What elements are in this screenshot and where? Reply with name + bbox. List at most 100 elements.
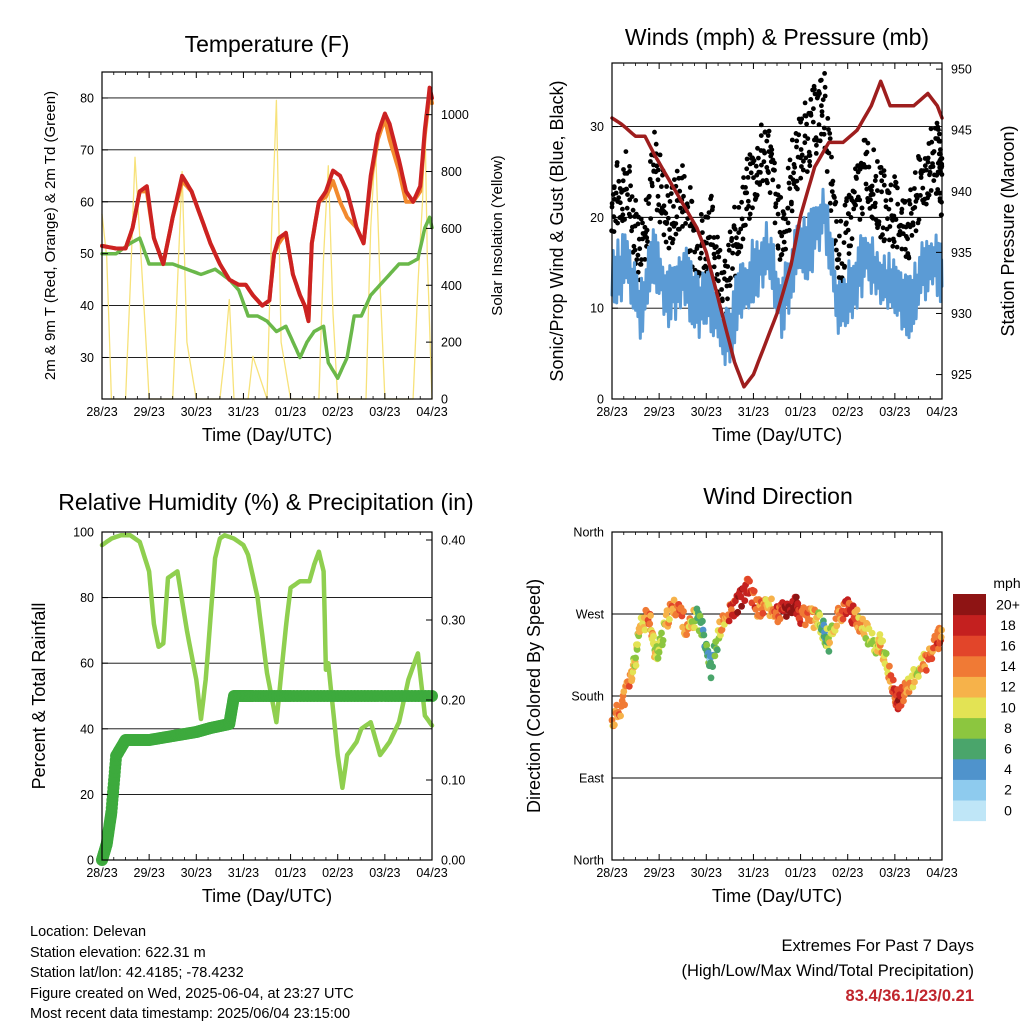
- gust-point: [709, 207, 715, 213]
- x-axis-title: Time (Day/UTC): [712, 886, 842, 906]
- gust-point: [646, 201, 651, 207]
- direction-point: [633, 646, 641, 653]
- y2-tick-label: 0.40: [441, 534, 465, 548]
- gust-point: [726, 242, 731, 248]
- gust-point: [818, 77, 824, 83]
- gust-point: [891, 213, 897, 219]
- gust-point: [699, 218, 705, 224]
- gust-point: [887, 237, 892, 243]
- gust-point: [821, 131, 827, 137]
- gust-point: [822, 93, 828, 99]
- direction-point: [707, 674, 715, 682]
- gust-point: [743, 185, 748, 190]
- station-info: Location: Delevan Station elevation: 622…: [30, 922, 354, 1025]
- direction-point: [911, 678, 918, 686]
- x-tick-label: 02/23: [832, 405, 863, 419]
- colorbar-swatch: [953, 758, 986, 780]
- rh-line: [326, 651, 435, 791]
- x-tick-label: 31/23: [228, 405, 259, 419]
- gust-point: [663, 210, 669, 216]
- gust-point: [627, 214, 633, 220]
- y-tick-label: 10: [590, 302, 604, 316]
- gust-point: [838, 218, 844, 224]
- gust-point: [663, 239, 669, 245]
- temperature-panel: 28/23 29/23 30/23 31/23 01/23 02/23 03/23 04/23…: [42, 31, 506, 445]
- rh-line: [99, 533, 329, 725]
- gust-point: [853, 202, 858, 208]
- gust-point: [929, 139, 935, 145]
- x-tick-label: 28/23: [596, 405, 627, 419]
- gust-point: [634, 257, 640, 262]
- direction-point: [876, 631, 884, 638]
- gust-point: [860, 211, 865, 217]
- gust-point: [712, 255, 718, 261]
- gust-point: [833, 238, 838, 244]
- gust-point: [814, 142, 819, 148]
- gust-point: [699, 250, 704, 256]
- x-tick-label: 03/23: [369, 866, 400, 880]
- gust-point: [794, 138, 800, 144]
- gust-point: [872, 178, 878, 184]
- gust-point: [719, 287, 724, 292]
- direction-point: [741, 597, 749, 604]
- gust-point: [892, 174, 897, 180]
- gust-point: [922, 163, 928, 169]
- gust-point: [738, 226, 744, 232]
- gust-point: [711, 235, 717, 240]
- gust-point: [822, 71, 827, 76]
- gust-point: [824, 169, 830, 174]
- gust-point: [635, 252, 641, 258]
- gust-point: [811, 106, 816, 112]
- x-tick-label: 01/23: [275, 405, 306, 419]
- gust-point: [677, 188, 683, 194]
- gust-point: [829, 154, 834, 160]
- direction-point: [658, 629, 665, 637]
- gust-point: [760, 178, 766, 184]
- gust-point: [745, 198, 751, 204]
- gust-point: [697, 255, 703, 261]
- y2-tick-label: 0.10: [441, 774, 465, 788]
- gust-point: [826, 127, 831, 132]
- gust-point: [744, 166, 750, 172]
- direction-point: [680, 608, 687, 615]
- gust-point: [817, 138, 823, 144]
- gust-point: [746, 203, 751, 209]
- gust-point: [785, 165, 791, 171]
- colorbar-swatch: [953, 717, 986, 739]
- gust-point: [897, 232, 903, 238]
- gust-point: [791, 162, 797, 167]
- gust-point: [666, 245, 672, 251]
- x-tick-label: 04/23: [926, 405, 957, 419]
- colorbar-label: 8: [1004, 720, 1012, 736]
- gust-point: [766, 128, 772, 134]
- gust-point: [908, 211, 914, 216]
- gust-point: [888, 197, 894, 203]
- gust-point: [719, 296, 725, 302]
- gust-point: [764, 165, 770, 170]
- gust-point: [744, 190, 750, 196]
- x-tick-label: 31/23: [228, 866, 259, 880]
- gust-point: [799, 116, 805, 122]
- direction-point: [900, 697, 907, 705]
- gust-point: [873, 173, 879, 179]
- y-tick-label: 20: [80, 788, 94, 802]
- direction-point: [746, 577, 753, 585]
- direction-point: [928, 655, 936, 663]
- plot-frame: [611, 62, 943, 400]
- gust-point: [727, 283, 733, 288]
- gust-point: [836, 257, 841, 262]
- gust-point: [928, 126, 934, 132]
- gust-point: [620, 178, 626, 184]
- x-tick-label: 29/23: [134, 866, 165, 880]
- x-tick-label: 03/23: [879, 866, 910, 880]
- gust-point: [670, 237, 676, 242]
- x-tick-label: 30/23: [181, 405, 212, 419]
- gust-point: [937, 190, 943, 196]
- gust-point: [807, 163, 813, 169]
- x-tick-label: 30/23: [181, 866, 212, 880]
- direction-point: [759, 610, 767, 617]
- colorbar-swatch: [953, 614, 986, 636]
- colorbar-label: 20+: [996, 596, 1020, 612]
- gust-point: [845, 227, 851, 233]
- pressure-line: [610, 79, 944, 389]
